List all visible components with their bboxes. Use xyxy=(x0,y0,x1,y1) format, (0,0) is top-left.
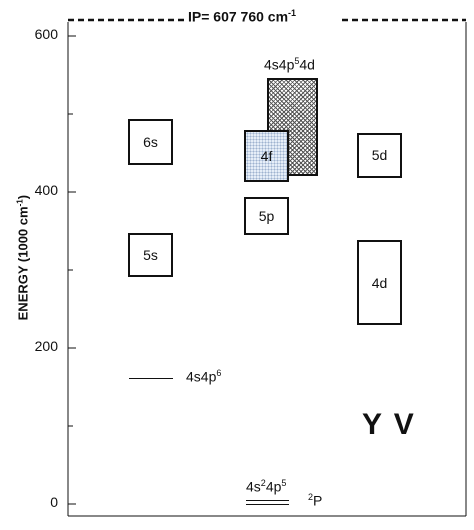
ion-label: Y V xyxy=(362,408,416,441)
ground-term-label: 2P xyxy=(308,492,323,509)
ionization-potential-label: IP= 607 760 cm-1 xyxy=(188,8,297,25)
ground-level-line-lower xyxy=(246,504,289,505)
level-box-6s: 6s xyxy=(128,119,173,165)
config-label-4s4p6: 4s4p6 xyxy=(186,368,222,385)
level-box-5s: 5s xyxy=(128,232,173,277)
level-box-4d: 4d xyxy=(357,240,402,326)
ground-level-line-upper xyxy=(246,500,289,501)
y-tick-label-600: 600 xyxy=(34,26,58,42)
level-box-5p: 5p xyxy=(244,197,289,235)
ground-config-label: 4s24p5 xyxy=(246,478,287,495)
y-tick-label-400: 400 xyxy=(34,182,58,198)
y-tick-label-200: 200 xyxy=(34,338,58,354)
level-box-5d: 5d xyxy=(357,132,402,178)
config-label-4s4p5-4d: 4s4p54d xyxy=(264,56,315,73)
level-box-4f: 4f xyxy=(244,129,289,182)
y-axis-label: ENERGY (1000 cm-1) xyxy=(15,194,31,321)
y-tick-label-0: 0 xyxy=(50,494,58,510)
level-line-4s4p6 xyxy=(129,378,173,379)
